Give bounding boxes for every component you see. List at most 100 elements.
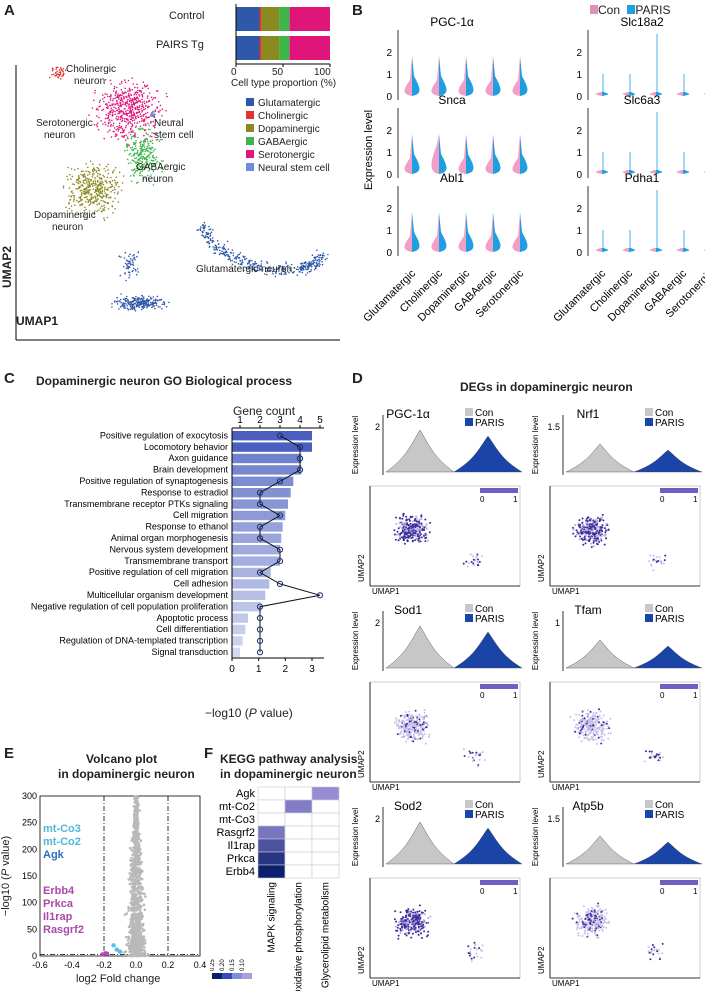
go-bar xyxy=(232,488,291,498)
volcano-down-gene: Prkca xyxy=(43,898,74,910)
violin-con xyxy=(622,170,629,174)
kegg-cell xyxy=(311,812,340,827)
violin-ytick: 0 xyxy=(386,92,392,103)
panel-label-d: D xyxy=(352,370,363,387)
legend-swatch-paris xyxy=(627,5,636,14)
deg-umap-points xyxy=(393,709,486,768)
stack-tick-0: 0 xyxy=(231,67,237,78)
kegg-row-label: mt-Co3 xyxy=(219,814,255,826)
violin-paris xyxy=(520,134,528,174)
go-term-label: Response to ethanol xyxy=(145,522,228,532)
stack-segment-dopaminergic-0 xyxy=(261,7,280,31)
deg-violin-con xyxy=(565,835,635,865)
cluster-label-gabaergic: GABAergic neuron xyxy=(136,162,186,185)
deg-scale-tick: 1 xyxy=(693,887,698,896)
go-term-label: Positive regulation of cell migration xyxy=(89,567,228,577)
kegg-col-label: MAPK signaling xyxy=(267,882,278,953)
volcano-ytick: 0 xyxy=(32,951,37,961)
cell-proportion-chart xyxy=(235,4,331,67)
go-bottom-tick-label: 2 xyxy=(283,664,289,675)
violin-paris xyxy=(439,212,447,252)
deg-scale-tick: 0 xyxy=(660,691,665,700)
deg-y-label: Expression level xyxy=(351,416,360,474)
violin-con xyxy=(649,92,656,96)
volcano-ytick: 50 xyxy=(27,924,37,934)
go-bar xyxy=(232,510,286,521)
deg-legend-swatch-paris xyxy=(465,614,473,622)
deg-umap-points xyxy=(572,513,667,572)
kegg-row-label: mt-Co2 xyxy=(219,801,255,813)
deg-y-label: Expression level xyxy=(531,612,540,670)
kegg-cell xyxy=(311,825,340,840)
deg-umap-x-label: UMAP1 xyxy=(372,587,400,594)
violin-paris xyxy=(412,134,420,174)
violin-ytick: 0 xyxy=(576,248,582,259)
panel-label-e: E xyxy=(4,745,15,762)
kegg-title-1: KEGG pathway analysis xyxy=(220,752,358,766)
go-count-point xyxy=(256,649,264,656)
violin-con xyxy=(676,170,683,174)
go-top-axis-title: Gene count xyxy=(233,404,296,418)
deg-legend-paris: PARIS xyxy=(655,418,685,429)
deg-scale-tick: 0 xyxy=(480,495,485,504)
deg-violin-paris xyxy=(633,841,703,865)
deg-legend-paris: PARIS xyxy=(655,614,685,625)
violin-paris xyxy=(466,212,474,252)
kegg-cell xyxy=(284,786,313,801)
deg-scale-bar xyxy=(660,880,698,885)
deg-violin-con xyxy=(565,639,635,669)
violin-ytick: 2 xyxy=(386,48,392,59)
go-count-point xyxy=(256,501,264,508)
deg-umap-points xyxy=(393,512,484,568)
go-term-label: Brain development xyxy=(153,465,229,475)
go-count-point xyxy=(296,455,304,462)
volcano-xtick: 0.4 xyxy=(194,960,207,970)
legend-swatch-con xyxy=(590,5,598,14)
cluster-label-serotonergic: Serotonergic neuron xyxy=(36,118,93,141)
kegg-cell xyxy=(284,825,313,840)
violin-con xyxy=(458,134,466,174)
deg-scale-tick: 1 xyxy=(513,887,518,896)
stack-segment-dopaminergic-1 xyxy=(261,36,280,60)
go-bar xyxy=(232,613,248,623)
deg-umap-x-label: UMAP1 xyxy=(552,979,580,986)
go-term-label: Regulation of DNA-templated transcriptio… xyxy=(59,636,228,646)
violin-gene-snca: Snca 0 1 2 xyxy=(386,93,528,181)
kegg-row-label: Erbb4 xyxy=(226,866,255,878)
kegg-title-2: in dopaminergic neuron xyxy=(220,767,357,781)
violin-paris xyxy=(683,248,690,252)
stack-label-control: Control xyxy=(169,10,205,22)
kegg-cell xyxy=(284,799,313,814)
go-term-label: Nervous system development xyxy=(109,544,228,554)
legend-item-neural-stem: Neural stem cell xyxy=(246,162,330,175)
violin-paris xyxy=(629,170,636,174)
deg-ytick: 1.5 xyxy=(547,422,560,432)
deg-legend-paris: PARIS xyxy=(475,614,505,625)
deg-scale-bar xyxy=(660,488,698,493)
violin-con xyxy=(404,56,412,96)
deg-legend-swatch-con xyxy=(645,800,653,808)
violin-con xyxy=(622,92,629,96)
cluster-label-cholinergic: Cholinergic neuron xyxy=(66,64,117,87)
go-count-point xyxy=(256,637,264,644)
go-bar xyxy=(232,453,302,464)
stack-segment-serotonergic-0 xyxy=(289,7,330,31)
violin-paris xyxy=(629,92,636,96)
cell-type-legend: Glutamatergic Cholinergic Dopaminergic G… xyxy=(246,97,330,175)
deg-scale-tick: 1 xyxy=(693,691,698,700)
violin-con xyxy=(458,56,466,96)
go-term-label: Cell differentiation xyxy=(156,624,228,634)
stack-segment-cholinergic-1 xyxy=(259,36,262,60)
kegg-scale-tick: 0.25 xyxy=(210,959,216,971)
kegg-row-label: Rasgrf2 xyxy=(216,827,255,839)
violin-paris xyxy=(412,212,420,252)
go-count-point xyxy=(276,478,284,485)
volcano-ytick: 150 xyxy=(22,871,37,881)
deg-umap-y-label: UMAP2 xyxy=(537,554,546,582)
